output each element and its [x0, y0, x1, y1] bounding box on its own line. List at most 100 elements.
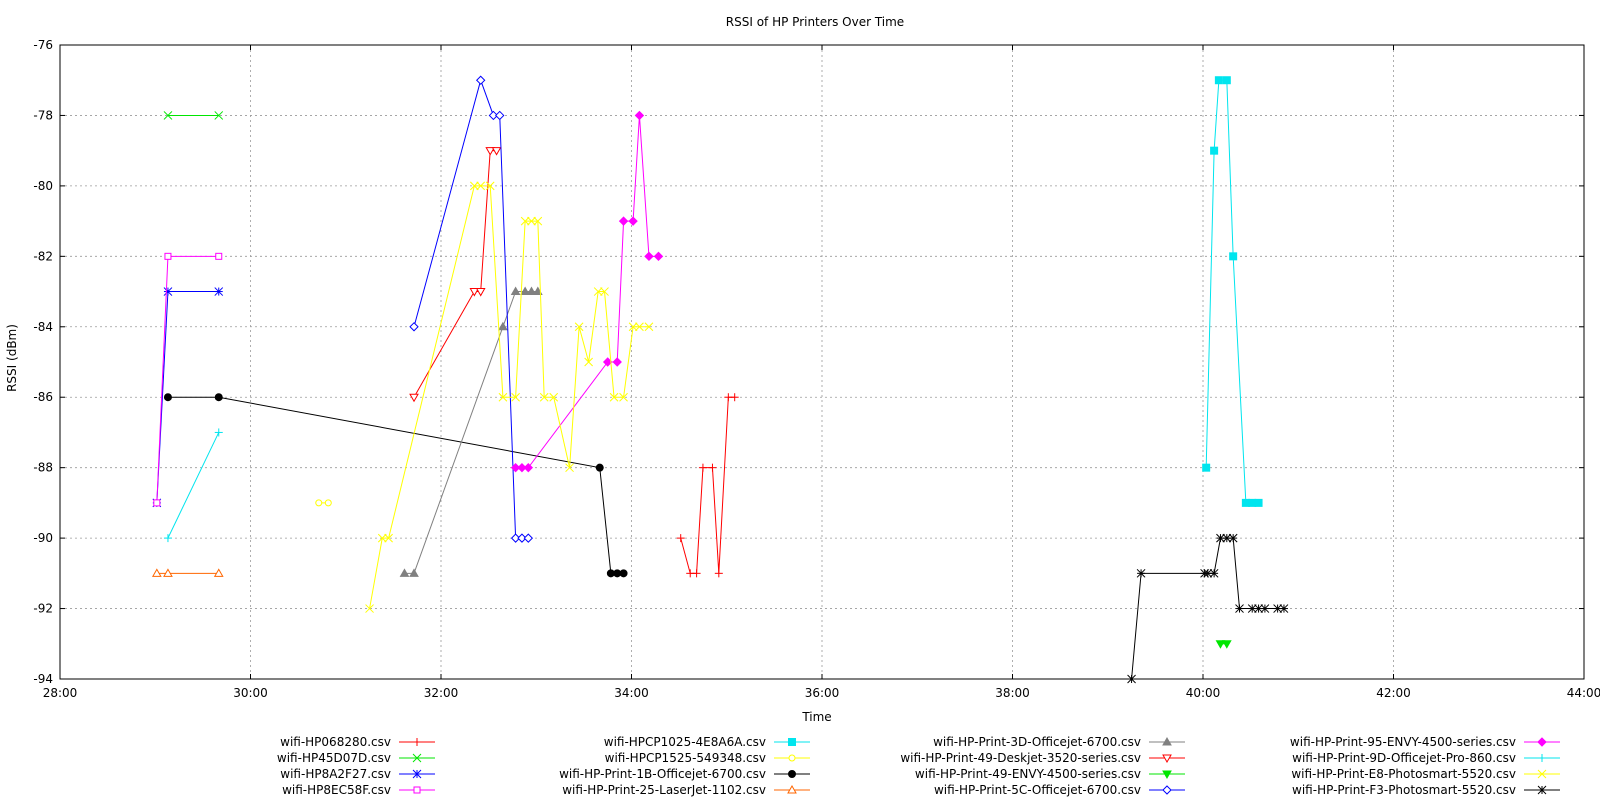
data-point: [412, 769, 422, 779]
legend-label: wifi-HP-Print-5C-Officejet-6700.csv: [934, 783, 1141, 797]
data-point: [532, 286, 543, 296]
data-point: [324, 499, 332, 507]
data-point: [498, 392, 508, 402]
data-point: [618, 216, 629, 226]
data-point: [1260, 604, 1270, 613]
data-point: [523, 462, 534, 473]
data-point: [788, 770, 796, 778]
legend-label: wifi-HPCP1025-4E8A6A.csv: [604, 735, 766, 749]
data-point: [517, 533, 527, 543]
data-point: [565, 463, 574, 473]
data-point: [485, 181, 495, 191]
series: [163, 428, 223, 543]
x-tick-label: 38:00: [995, 686, 1030, 700]
data-point: [510, 533, 521, 543]
data-point: [523, 533, 534, 543]
y-tick-label: -92: [33, 602, 53, 616]
data-point: [653, 251, 664, 262]
legend: wifi-HP068280.csv wifi-HP45D07D.csv wifi-H…: [277, 735, 1560, 797]
legend-label: wifi-HP-Print-F3-Photosmart-5520.csv: [1292, 783, 1516, 797]
data-point: [549, 392, 559, 402]
data-point: [1279, 604, 1289, 613]
data-point: [644, 251, 654, 262]
x-axis-label: Time: [801, 710, 831, 724]
legend-label: wifi-HP-Print-49-Deskjet-3520-series.csv: [900, 751, 1141, 765]
data-point: [714, 569, 723, 578]
series: [163, 393, 628, 578]
data-point: [409, 393, 419, 403]
data-point: [495, 110, 505, 121]
data-point: [1162, 754, 1172, 764]
legend-label: wifi-HP8EC58F.csv: [282, 783, 391, 797]
data-point: [384, 533, 393, 543]
data-point: [163, 534, 172, 543]
y-tick-label: -78: [33, 108, 53, 122]
data-point: [692, 569, 701, 578]
data-point: [628, 216, 638, 226]
data-point: [469, 288, 480, 297]
data-point: [609, 392, 619, 402]
data-point: [526, 286, 537, 296]
data-point: [574, 322, 584, 332]
grid: [59, 44, 1585, 680]
data-point: [1162, 736, 1172, 746]
series: [153, 252, 223, 507]
data-point: [595, 463, 604, 472]
series-line: [413, 78, 529, 539]
y-tick-label: -84: [33, 320, 53, 334]
data-point: [708, 463, 717, 472]
data-point: [214, 393, 223, 402]
series: [1127, 533, 1289, 684]
data-point: [619, 569, 628, 578]
legend-label: wifi-HP-Print-9D-Officejet-Pro-860.csv: [1292, 751, 1516, 765]
data-point: [485, 147, 496, 156]
legend-label: wifi-HPCP1525-549348.csv: [605, 751, 766, 765]
data-point: [1162, 785, 1172, 795]
data-point: [619, 392, 628, 402]
data-point: [163, 393, 172, 402]
data-point: [365, 604, 374, 613]
plot-frame: [59, 44, 1585, 680]
data-point: [612, 357, 622, 367]
y-tick-label: -82: [33, 249, 53, 263]
data-point: [593, 287, 603, 296]
data-point: [488, 110, 499, 121]
data-point: [498, 321, 508, 331]
data-point: [163, 111, 173, 120]
y-tick-label: -80: [33, 179, 53, 193]
x-tick-label: 28:00: [43, 686, 78, 700]
y-tick-label: -94: [33, 672, 53, 686]
series: [163, 111, 224, 120]
data-point: [215, 252, 223, 260]
series: [409, 75, 534, 543]
legend-label: wifi-HP068280.csv: [280, 735, 391, 749]
data-point: [1229, 252, 1238, 261]
data-point: [491, 147, 502, 156]
axis-ticks: 28:00 30:00 32:00 34:00 36:00 38:00 40:00 42:00…: [33, 38, 1600, 700]
series-layer: [151, 75, 1289, 684]
data-point: [1127, 674, 1136, 684]
data-point: [1235, 604, 1244, 613]
series-line: [156, 255, 219, 503]
data-point: [520, 216, 530, 226]
data-point: [1214, 76, 1223, 85]
data-point: [163, 568, 173, 577]
data-point: [1222, 533, 1232, 543]
data-point: [151, 568, 162, 577]
x-tick-label: 34:00: [614, 686, 649, 700]
x-tick-label: 44:00: [1567, 686, 1600, 700]
series: [365, 181, 654, 613]
data-point: [399, 568, 410, 577]
data-point: [214, 428, 223, 437]
data-point: [315, 499, 323, 507]
y-tick-label: -86: [33, 390, 53, 404]
data-point: [1136, 568, 1146, 578]
data-point: [213, 568, 224, 577]
data-point: [1537, 785, 1547, 795]
data-point: [698, 463, 707, 472]
data-point: [520, 286, 530, 296]
data-point: [469, 181, 479, 191]
data-point: [413, 738, 421, 746]
y-tick-label: -88: [33, 461, 53, 475]
data-point: [539, 392, 549, 402]
